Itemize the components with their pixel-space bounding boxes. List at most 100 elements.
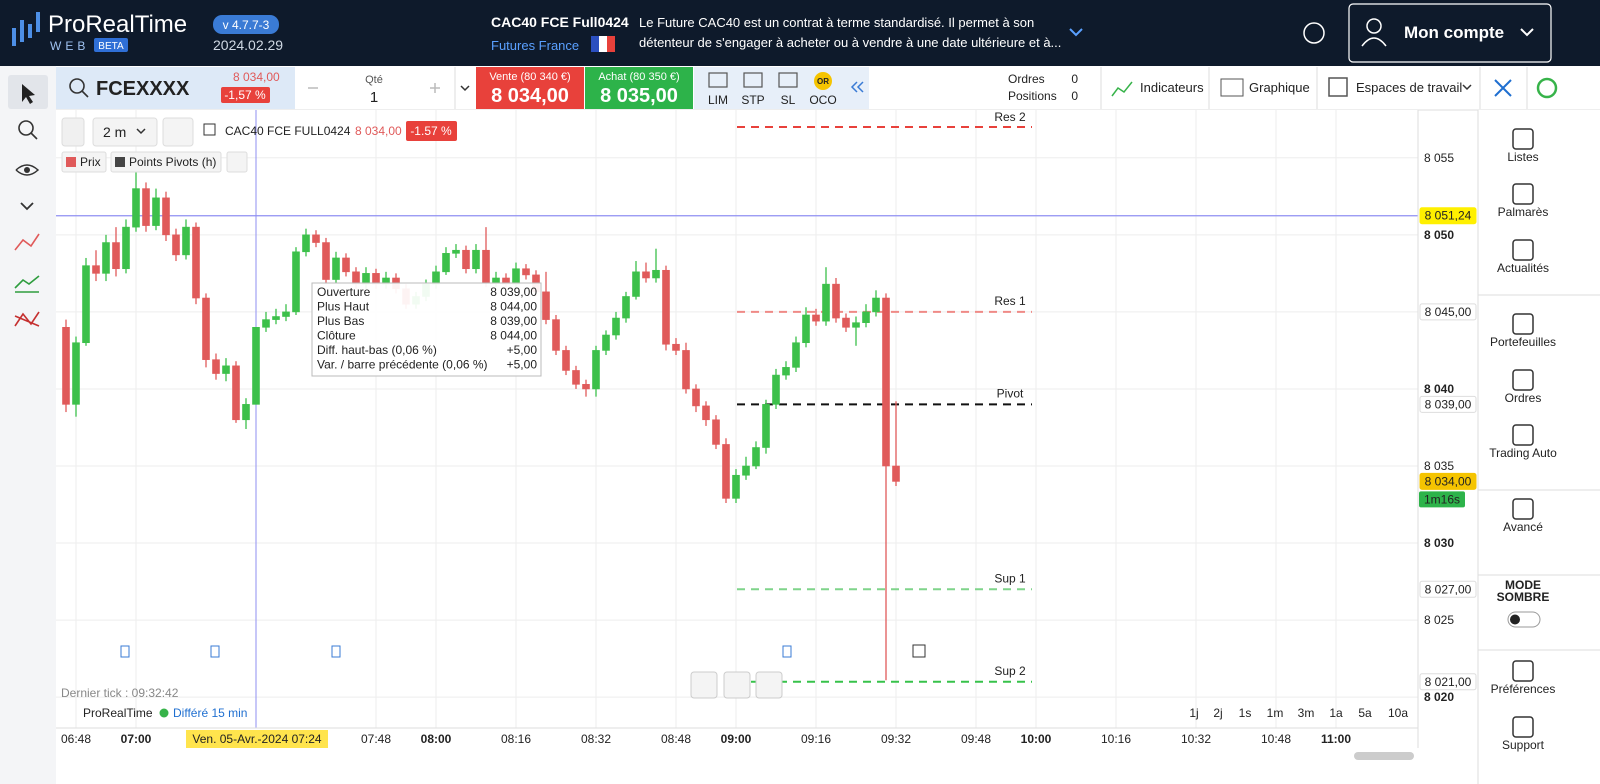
eye-tool[interactable]: [15, 164, 40, 176]
toggle-knob: [1510, 614, 1520, 625]
sell-price[interactable]: 8 034,00: [491, 85, 569, 107]
sidebar-item[interactable]: Listes: [1507, 150, 1538, 164]
account-button[interactable]: [1348, 3, 1552, 63]
brand: ProRealTime: [83, 706, 153, 720]
news-icon[interactable]: [331, 645, 341, 658]
timeframe[interactable]: 2 m: [103, 124, 126, 140]
period-button[interactable]: 1m: [1267, 706, 1284, 720]
candle-body: [612, 317, 620, 336]
menu-item[interactable]: Indicateurs: [1140, 80, 1204, 95]
candle-body: [752, 447, 760, 467]
candle-body: [702, 405, 710, 421]
sidebar-item[interactable]: Préférences: [1491, 682, 1556, 696]
sidebar-item[interactable]: Avancé: [1503, 520, 1543, 534]
x-tick-label: 09:16: [801, 732, 831, 746]
zoom-tool[interactable]: [18, 120, 38, 140]
qty-label: Qté: [365, 74, 383, 86]
x-tick-label: 10:32: [1181, 732, 1211, 746]
timeframe-button[interactable]: [92, 117, 158, 147]
zoom-in[interactable]: [755, 671, 783, 699]
candle-body: [242, 404, 250, 421]
sidebar-item[interactable]: Support: [1502, 738, 1545, 752]
sell-label[interactable]: Vente (80 340 €): [489, 71, 570, 83]
collapse[interactable]: [850, 81, 864, 93]
candle-body: [722, 444, 730, 499]
sidebar-icon: [1512, 313, 1534, 335]
account-label[interactable]: Mon compte: [1404, 23, 1504, 42]
price-label-box: [1419, 395, 1477, 413]
legend-label[interactable]: Points Pivots (h): [129, 155, 216, 169]
info-icon[interactable]: [203, 123, 216, 136]
sidebar-item[interactable]: Actualités: [1497, 261, 1549, 275]
news-icon[interactable]: [782, 645, 792, 658]
qty-dropdown[interactable]: [460, 85, 470, 92]
draw-tool[interactable]: [14, 275, 40, 293]
period-button[interactable]: 3m: [1298, 706, 1315, 720]
candle-body: [792, 342, 800, 368]
reset-zoom[interactable]: [690, 671, 718, 699]
qty-stepper[interactable]: [308, 83, 440, 93]
legend-menu[interactable]: [226, 151, 248, 173]
news-icon[interactable]: [210, 645, 220, 658]
tooltip-label: Plus Haut: [317, 300, 370, 314]
description-line: détenteur de s'engager à acheter ou à ve…: [639, 35, 1061, 50]
candle-body: [112, 242, 120, 270]
period-button[interactable]: 5a: [1358, 706, 1372, 720]
candle-body: [572, 370, 580, 385]
candle-body: [302, 234, 310, 253]
sidebar-item[interactable]: Ordres: [1505, 391, 1542, 405]
menu-item[interactable]: Espaces de travail: [1356, 80, 1462, 95]
fullscreen-icon[interactable]: [1494, 79, 1512, 97]
globe-icon[interactable]: [1303, 22, 1325, 44]
buy-button[interactable]: [585, 67, 693, 109]
x-tick-label: 09:48: [961, 732, 991, 746]
zoom-out[interactable]: [723, 671, 751, 699]
buy-price[interactable]: 8 035,00: [600, 85, 678, 107]
candle-body: [202, 297, 210, 360]
buy-label[interactable]: Achat (80 350 €): [598, 71, 679, 83]
qty[interactable]: 1: [370, 89, 378, 106]
draw-tool[interactable]: [14, 311, 40, 327]
order-type[interactable]: STP: [741, 93, 764, 107]
period-button[interactable]: 1a: [1329, 706, 1343, 720]
order-type[interactable]: LIM: [708, 93, 728, 107]
sell-button[interactable]: [476, 67, 584, 109]
order-type[interactable]: SL: [781, 93, 796, 107]
tools-expand[interactable]: [20, 202, 34, 211]
news-icon[interactable]: [120, 645, 130, 658]
candle-body: [762, 404, 770, 448]
menu-item[interactable]: Graphique: [1249, 80, 1310, 95]
order-type[interactable]: OCO: [809, 93, 836, 107]
link-button[interactable]: [61, 117, 85, 147]
sidebar-item[interactable]: Trading Auto: [1489, 446, 1557, 460]
sidebar-icon: [1512, 369, 1534, 391]
candle-body: [462, 249, 470, 270]
candle-body: [312, 234, 320, 243]
search-icon: [69, 78, 89, 98]
info-marker[interactable]: [912, 644, 926, 658]
period-button[interactable]: 1j: [1189, 706, 1198, 720]
symbol[interactable]: FCEXXXX: [96, 78, 190, 100]
legend-item[interactable]: [110, 151, 222, 173]
draw-tool[interactable]: [14, 233, 40, 251]
timeframe-chevron: [136, 128, 146, 135]
period-button[interactable]: 10a: [1388, 706, 1408, 720]
period-button[interactable]: 2j: [1213, 706, 1222, 720]
y-tick-label: 8 050: [1424, 228, 1454, 242]
symbol-change: -1,57 %: [224, 88, 266, 102]
scrollbar[interactable]: [1354, 752, 1414, 760]
candle-body: [582, 384, 590, 390]
positions-count: 0: [1071, 89, 1078, 103]
expand-chevron[interactable]: [1069, 28, 1083, 37]
sync-icon[interactable]: [1536, 77, 1558, 99]
chart-type-button[interactable]: [162, 117, 194, 147]
legend-label[interactable]: Prix: [80, 155, 101, 169]
candle-body: [472, 249, 480, 270]
candle-body: [272, 316, 280, 320]
sidebar-item[interactable]: Palmarès: [1498, 205, 1549, 219]
sidebar-item[interactable]: Portefeuilles: [1490, 335, 1556, 349]
y-tick-label: 8 030: [1424, 536, 1454, 550]
period-button[interactable]: 1s: [1239, 706, 1252, 720]
